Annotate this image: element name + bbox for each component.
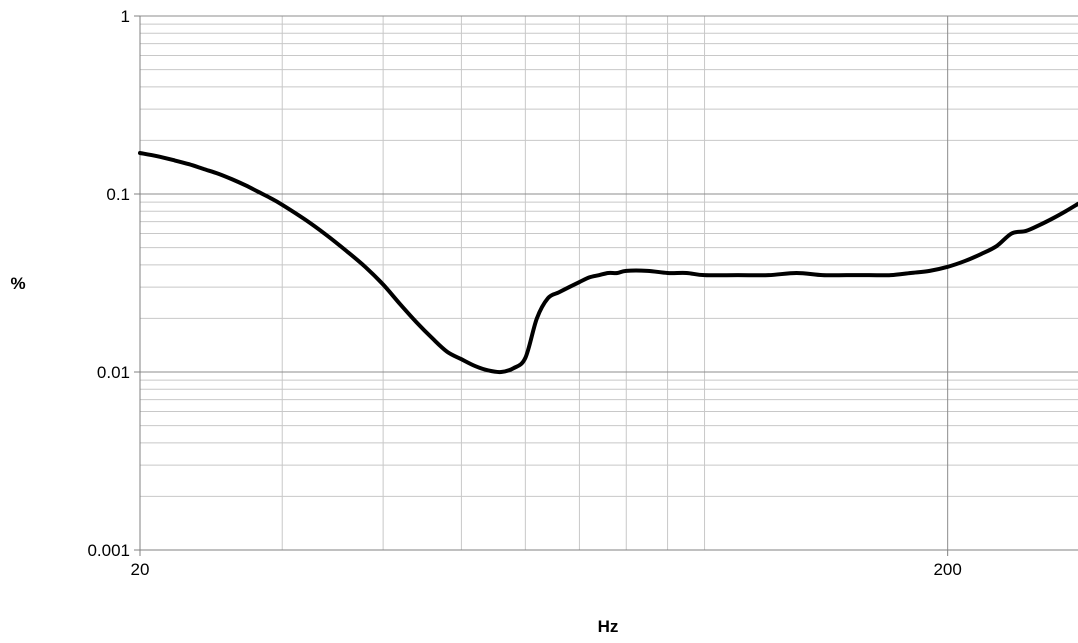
- y-tick-label: 0.001: [87, 541, 130, 560]
- y-tick-label: 0.01: [97, 363, 130, 382]
- series-layer: [138, 150, 1078, 375]
- x-tick-label: 20: [131, 560, 150, 579]
- grid-minor: [140, 16, 1078, 550]
- y-tick-label: 0.1: [106, 185, 130, 204]
- series-line-0: [138, 150, 1078, 375]
- y-axis-title: %: [10, 274, 25, 293]
- grid-major: [134, 15, 1078, 556]
- x-tick-labels: 20 200: [131, 560, 962, 579]
- x-axis-title: Hz: [598, 617, 619, 636]
- x-tick-label: 200: [933, 560, 961, 579]
- y-tick-label: 1: [121, 7, 130, 26]
- y-tick-labels: 1 0.1 0.01 0.001: [87, 7, 130, 560]
